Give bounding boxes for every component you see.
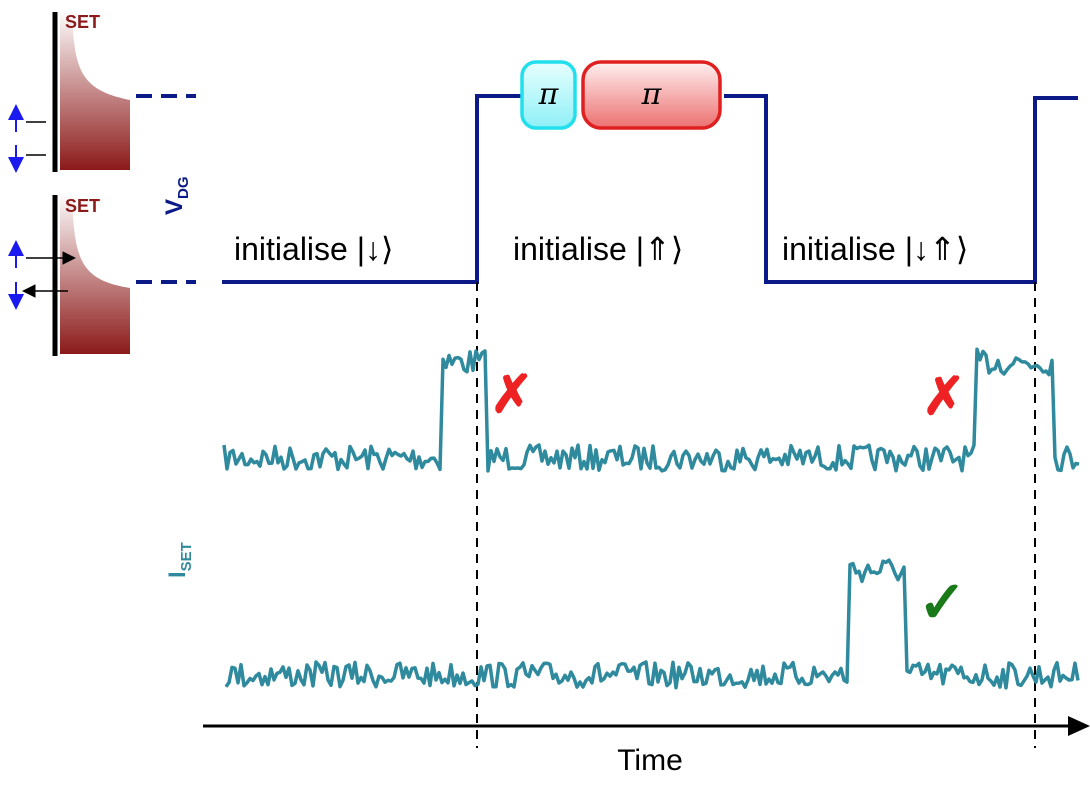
time-axis-arrowhead-icon [1068, 716, 1090, 736]
fail-cross-icon: ✗ [922, 368, 966, 426]
set-label-top: SET [65, 12, 100, 32]
fail-cross-icon: ✗ [490, 366, 534, 424]
reservoir-fermi-sea [60, 10, 130, 170]
vdg-axis-label: VDG [161, 176, 192, 215]
set-current-trace-1 [222, 347, 1080, 473]
svg-text:π: π [538, 77, 560, 112]
reservoir-fermi-sea [60, 193, 130, 354]
energy-diagram-top: SET [8, 10, 130, 173]
svg-text:π: π [641, 77, 663, 112]
phase-label-1: initialise |↓⟩ [234, 231, 394, 267]
energy-diagram-bottom: SET [8, 193, 130, 356]
set-label-bottom: SET [65, 196, 100, 216]
time-axis-label: Time [617, 744, 683, 777]
phase-label-2: initialise |⇑⟩ [513, 231, 683, 267]
phase-label-3: initialise |↓⇑⟩ [782, 231, 968, 267]
iset-axis-label: ISET [164, 542, 195, 578]
success-check-icon: ✓ [918, 570, 967, 635]
set-current-trace-2 [224, 558, 1080, 690]
gate-voltage-sequence [222, 94, 1078, 284]
pi-pulse-cyan: π [520, 60, 577, 130]
pi-pulse-red: π [581, 60, 722, 130]
